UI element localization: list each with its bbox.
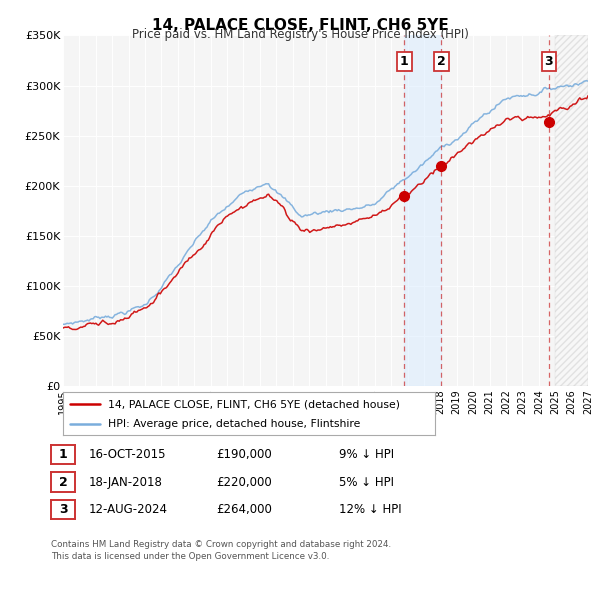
Text: 2: 2 bbox=[437, 55, 446, 68]
Bar bbox=[555, 35, 588, 386]
Text: 1: 1 bbox=[59, 448, 67, 461]
Text: HPI: Average price, detached house, Flintshire: HPI: Average price, detached house, Flin… bbox=[107, 419, 360, 429]
Bar bbox=[555, 35, 588, 386]
Text: 5% ↓ HPI: 5% ↓ HPI bbox=[339, 476, 394, 489]
Text: 1: 1 bbox=[400, 55, 409, 68]
Text: 2: 2 bbox=[59, 476, 67, 489]
Text: 14, PALACE CLOSE, FLINT, CH6 5YE (detached house): 14, PALACE CLOSE, FLINT, CH6 5YE (detach… bbox=[107, 399, 400, 409]
Text: 3: 3 bbox=[59, 503, 67, 516]
Text: £264,000: £264,000 bbox=[216, 503, 272, 516]
Text: 9% ↓ HPI: 9% ↓ HPI bbox=[339, 448, 394, 461]
Text: 12-AUG-2024: 12-AUG-2024 bbox=[89, 503, 168, 516]
Text: Price paid vs. HM Land Registry's House Price Index (HPI): Price paid vs. HM Land Registry's House … bbox=[131, 28, 469, 41]
Text: 16-OCT-2015: 16-OCT-2015 bbox=[89, 448, 166, 461]
Bar bbox=[555, 35, 588, 386]
Text: £190,000: £190,000 bbox=[216, 448, 272, 461]
Text: £220,000: £220,000 bbox=[216, 476, 272, 489]
Text: 12% ↓ HPI: 12% ↓ HPI bbox=[339, 503, 401, 516]
Text: 18-JAN-2018: 18-JAN-2018 bbox=[89, 476, 163, 489]
Text: 3: 3 bbox=[545, 55, 553, 68]
Bar bbox=[404, 35, 441, 386]
Text: 14, PALACE CLOSE, FLINT, CH6 5YE: 14, PALACE CLOSE, FLINT, CH6 5YE bbox=[152, 18, 448, 32]
Text: Contains HM Land Registry data © Crown copyright and database right 2024.
This d: Contains HM Land Registry data © Crown c… bbox=[51, 540, 391, 560]
